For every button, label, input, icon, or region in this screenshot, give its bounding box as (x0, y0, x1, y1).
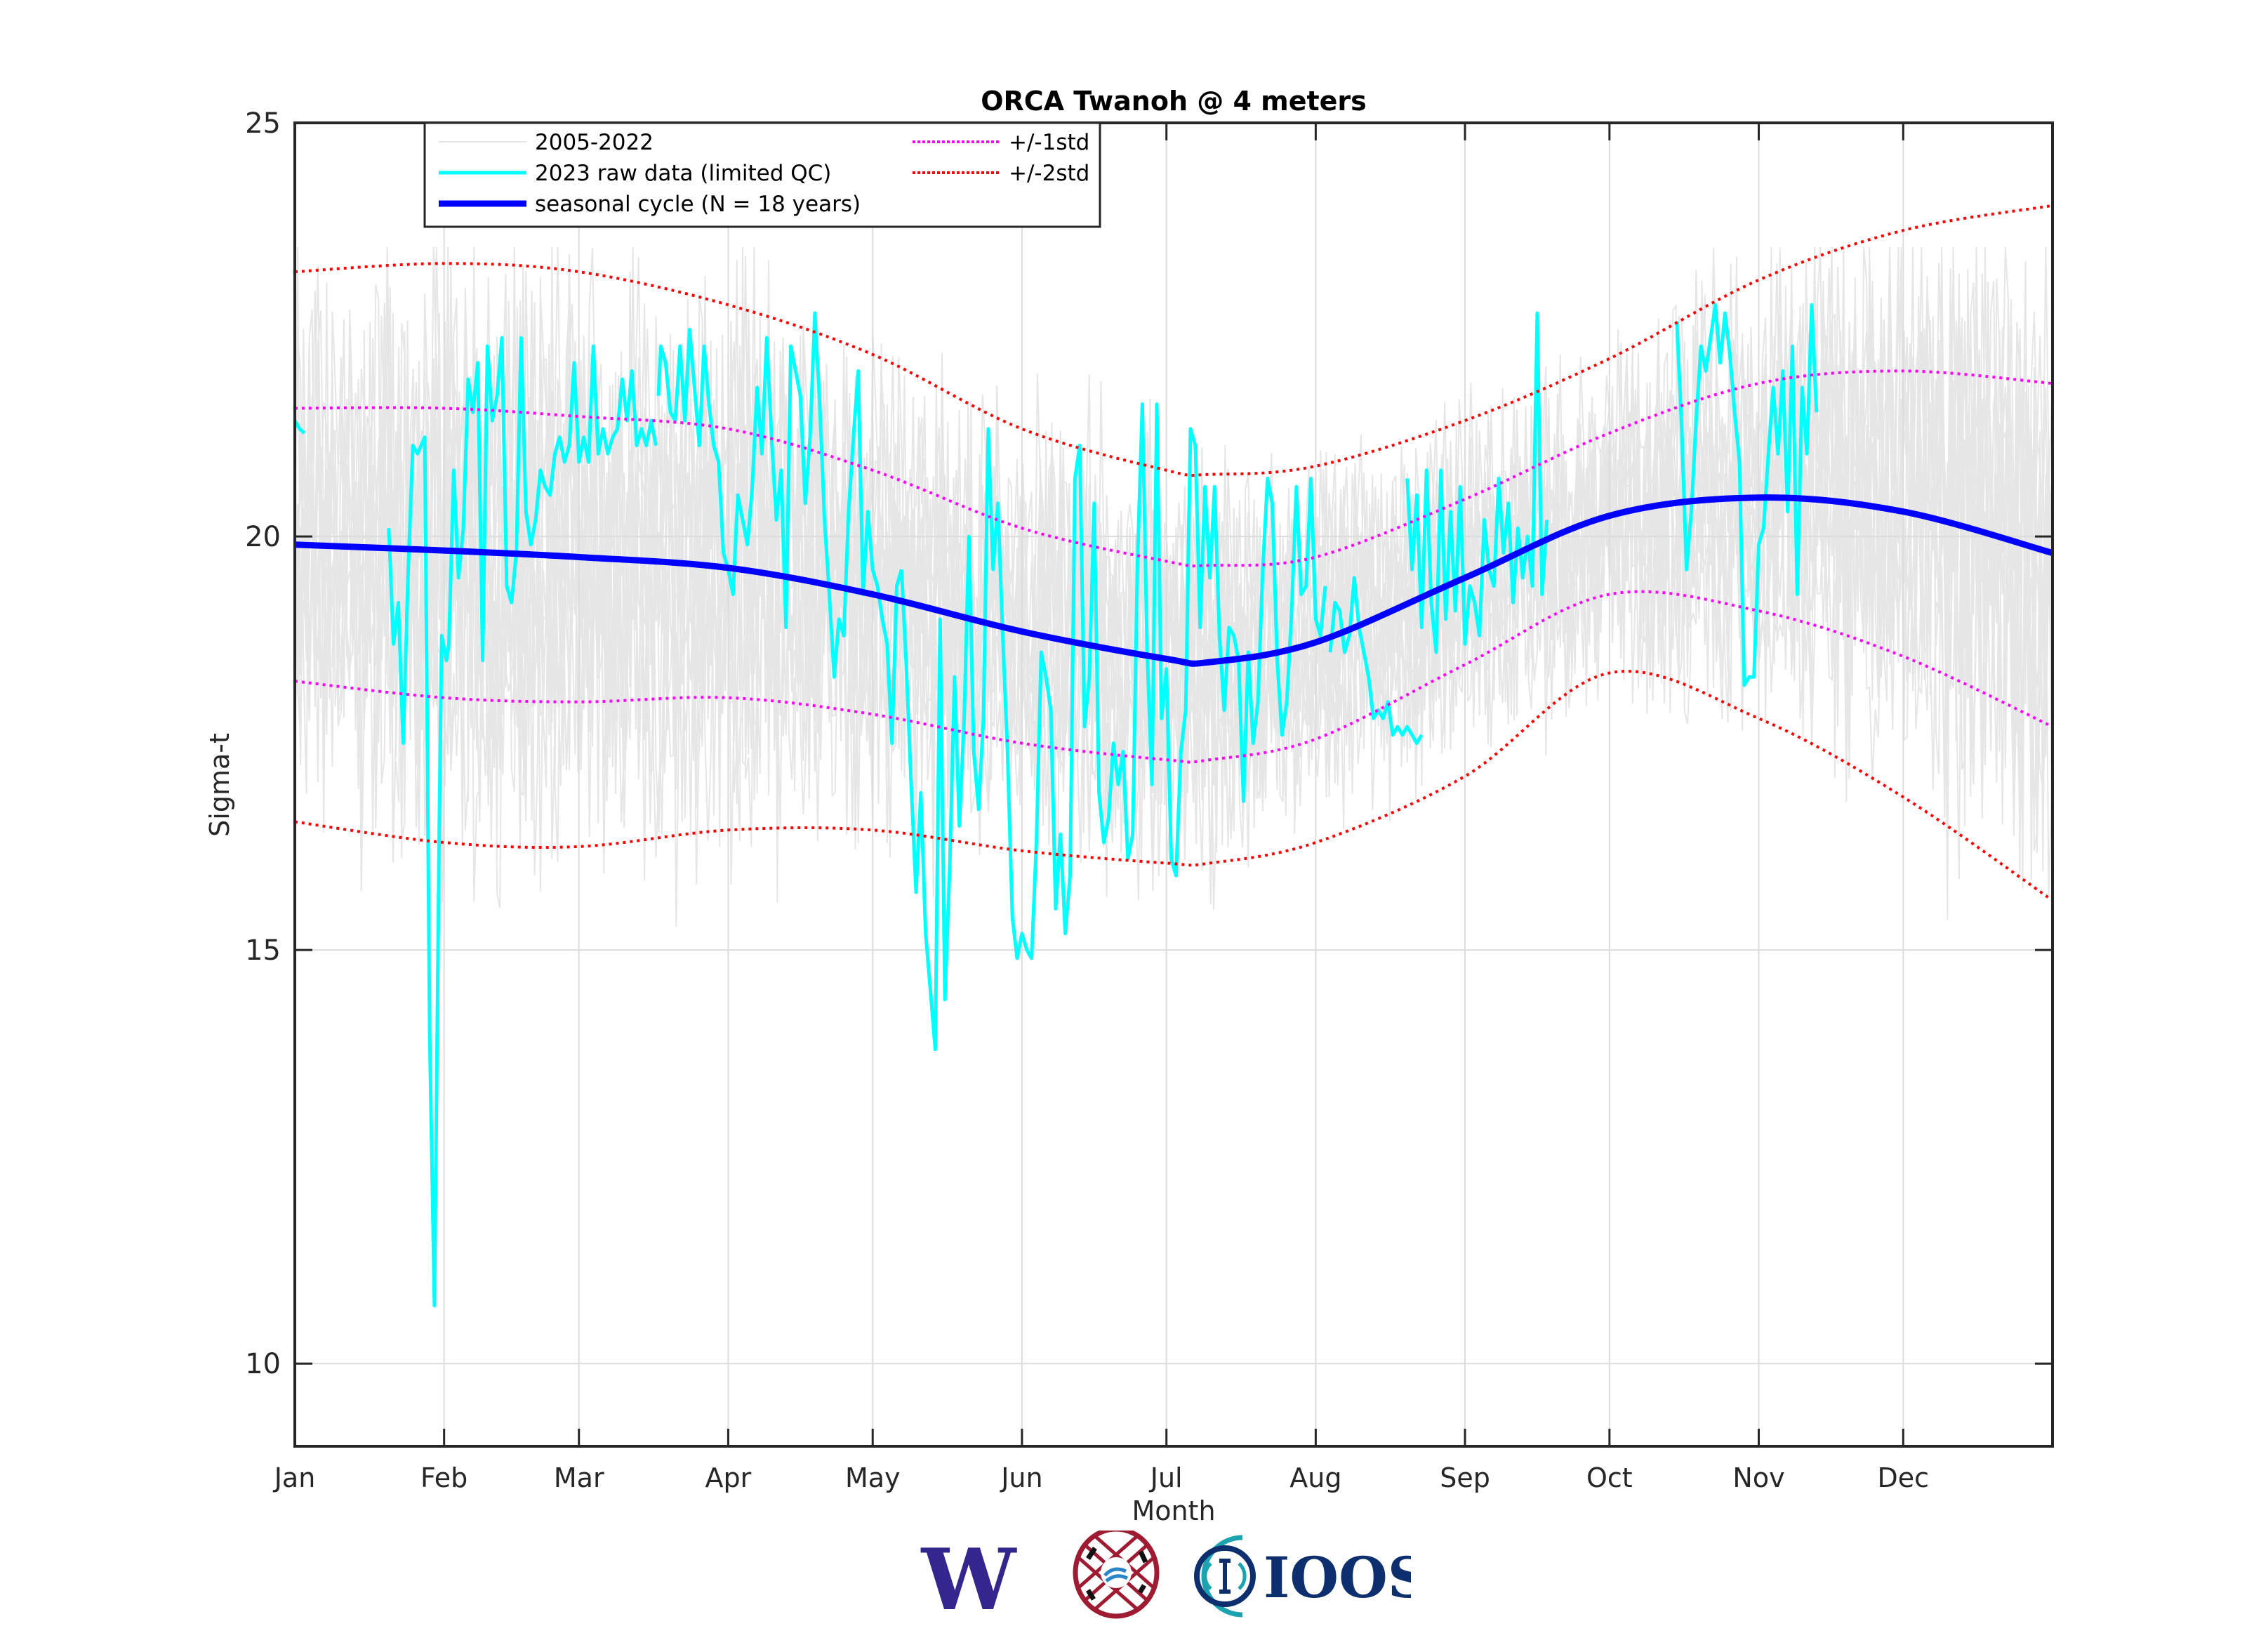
x-tick-label: Mar (554, 1462, 604, 1493)
ioos-logo-text: IOOS (1264, 1545, 1411, 1611)
y-tick-label: 25 (245, 107, 281, 140)
historical-2005-2022-lines (294, 246, 2053, 927)
std1-line (294, 369, 2053, 568)
std2-line (294, 670, 2054, 902)
legend-label: 2023 raw data (limited QC) (535, 161, 831, 186)
legend-label: +/-2std (1009, 161, 1089, 186)
x-tick-label: Apr (705, 1462, 752, 1493)
uw-logo-text: W (920, 1531, 1018, 1622)
legend-box (423, 121, 1101, 228)
nanoos-logo (1073, 1531, 1160, 1619)
x-tick-label: Feb (420, 1462, 467, 1493)
std1-line (294, 590, 2053, 764)
logos: W IOOS (920, 1531, 1411, 1622)
x-tick-label: Nov (1732, 1462, 1784, 1493)
raw-2023-segment (1328, 576, 1424, 746)
axes: Jan Feb Mar Apr May Jun Jul Aug Sep Oct Nov Dec 10 15… (245, 107, 2054, 1493)
legend-label: seasonal cycle (N = 18 years) (535, 192, 861, 217)
seasonal-cycle-line (294, 494, 2054, 667)
raw-2023-segment (293, 419, 306, 435)
x-tick-label: Oct (1586, 1462, 1633, 1493)
legend: 2005-2022 2023 raw data (limited QC) seaso… (423, 121, 1101, 228)
x-tick-label: Dec (1878, 1462, 1930, 1493)
raw-2023-segment (656, 311, 903, 746)
x-tick-label: Aug (1289, 1462, 1341, 1493)
legend-label: 2005-2022 (535, 130, 654, 155)
legend-label: +/-1std (1009, 130, 1089, 155)
raw-2023-segment (899, 402, 1327, 1051)
y-tick-label: 20 (245, 521, 281, 553)
y-axis-label: Sigma-t (204, 733, 235, 837)
y-tick-label: 15 (245, 934, 281, 967)
axes-box (293, 121, 2054, 1448)
chart-title: ORCA Twanoh @ 4 meters (981, 86, 1367, 117)
raw-2023-segment (1675, 303, 1819, 687)
std2-line (294, 204, 2053, 477)
ioos-logo: IOOS (1194, 1535, 1411, 1618)
x-tick-label: Jul (1149, 1462, 1183, 1493)
uw-logo: W (920, 1531, 1018, 1622)
x-tick-label: Jan (273, 1462, 316, 1493)
x-axis-label: Month (1132, 1495, 1215, 1526)
raw-2023-segment (387, 336, 658, 1308)
x-tick-label: May (845, 1462, 901, 1493)
x-tick-label: Jun (1000, 1462, 1042, 1493)
raw-2023-segment (1405, 311, 1549, 654)
series-layer (293, 204, 2054, 1308)
x-tick-label: Sep (1440, 1462, 1490, 1493)
y-tick-label: 10 (245, 1348, 281, 1380)
